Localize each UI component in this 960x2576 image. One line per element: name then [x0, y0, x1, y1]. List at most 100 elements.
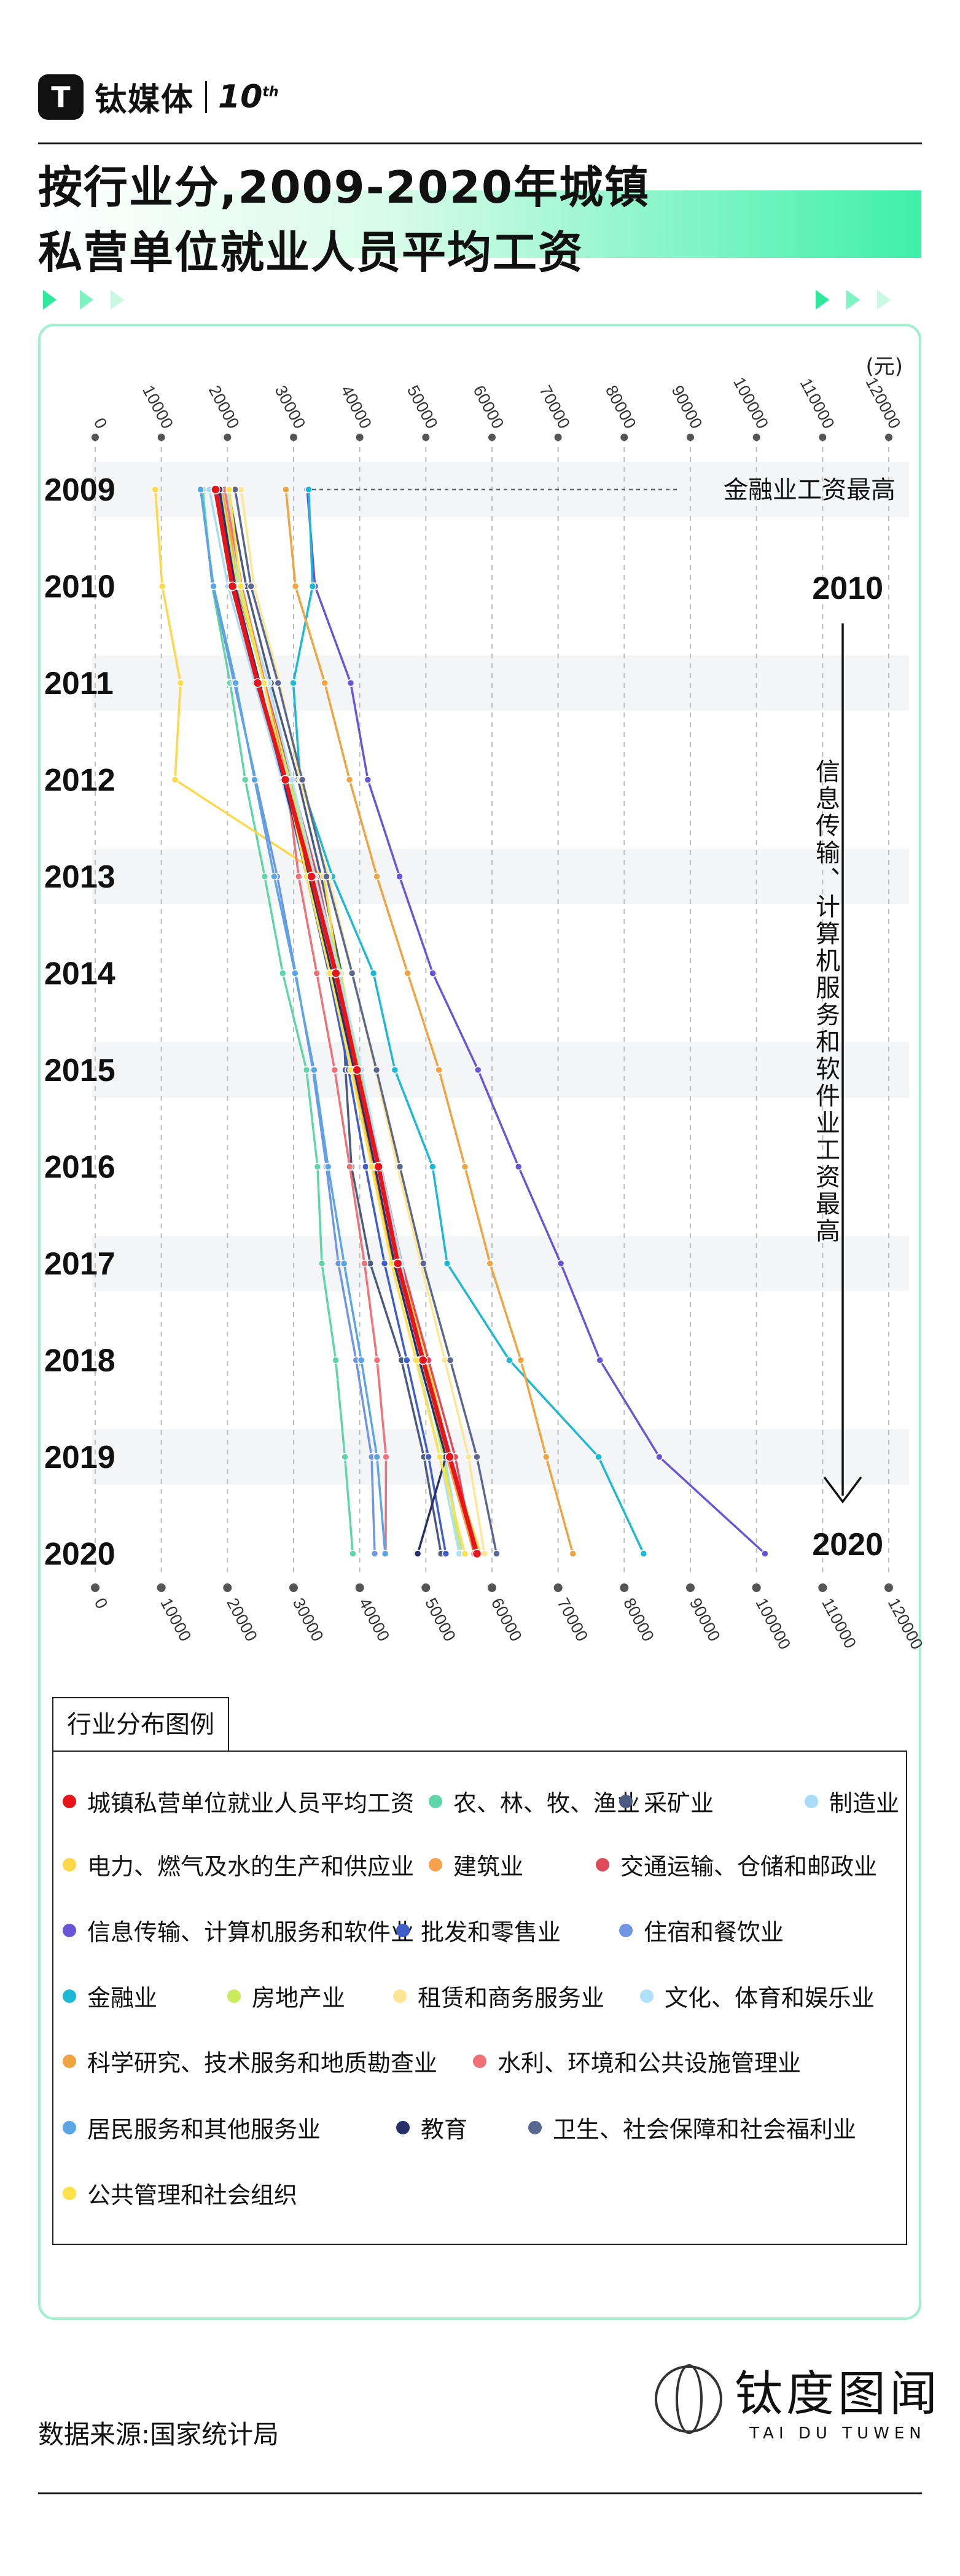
data-point — [404, 969, 412, 977]
series-line — [240, 489, 486, 1554]
year-label: 2009 — [44, 472, 115, 508]
legend-item: 农、林、牧、渔业 — [429, 1784, 640, 1818]
data-point — [445, 1452, 455, 1462]
data-point — [176, 679, 185, 687]
year-band — [92, 1042, 909, 1098]
brand-header: T 钛媒体 10th — [38, 74, 279, 120]
legend-item: 科学研究、技术服务和地质勘查业 — [63, 2044, 437, 2078]
data-point — [331, 968, 341, 978]
data-point — [305, 485, 313, 494]
series-line — [201, 489, 354, 1554]
data-point — [236, 582, 245, 590]
year-label: 2011 — [44, 666, 114, 701]
legend-swatch — [63, 2120, 76, 2134]
axis-tick-bottom — [752, 1583, 761, 1592]
tdw-name: 钛度图闻 — [735, 2367, 942, 2422]
series-line — [226, 489, 461, 1554]
brand-logo-icon: T — [38, 74, 84, 120]
year-label: 2010 — [44, 569, 115, 605]
axis-tick-top — [752, 434, 760, 441]
data-point — [370, 1550, 379, 1558]
tdw-eye-icon — [655, 2364, 722, 2434]
legend-item: 交通运输、仓储和邮政业 — [596, 1848, 877, 1881]
data-point — [542, 1453, 550, 1461]
deco-triangle-icon — [877, 290, 891, 310]
year-band — [92, 655, 909, 711]
x-tick-label-bottom: 0 — [91, 1595, 112, 1612]
legend-swatch — [619, 1794, 633, 1808]
legend-swatch — [429, 1857, 442, 1872]
data-point — [171, 776, 179, 784]
series-line — [227, 489, 442, 1554]
data-point — [373, 1356, 381, 1364]
x-tick-label-bottom: 90000 — [686, 1595, 724, 1644]
tdw-logo: 钛度图闻 TAI DU TUWEN — [655, 2355, 941, 2443]
legend — [52, 1751, 907, 2245]
year-label: 2014 — [44, 956, 115, 992]
legend-item: 水利、环境和公共设施管理业 — [473, 2044, 801, 2078]
x-tick-label-top: 40000 — [337, 382, 375, 431]
data-point — [346, 1163, 354, 1171]
data-point — [280, 775, 291, 785]
legend-item: 住宿和餐饮业 — [619, 1913, 784, 1947]
unit-label: (元) — [865, 354, 903, 379]
legend-label: 文化、体育和娱乐业 — [665, 1985, 875, 2012]
x-tick-label-bottom: 70000 — [553, 1595, 591, 1644]
data-point — [418, 1355, 428, 1365]
legend-item: 金融业 — [63, 1979, 157, 2013]
bottom-rule — [38, 2492, 922, 2494]
deco-triangle-icon — [80, 290, 93, 310]
data-point — [396, 1163, 404, 1171]
axis-tick-top — [157, 434, 165, 441]
axis-tick-bottom — [488, 1583, 496, 1592]
data-point — [596, 1356, 604, 1364]
x-tick-label-top: 30000 — [271, 382, 309, 431]
data-point — [260, 872, 269, 881]
data-point — [252, 678, 263, 688]
year-band — [92, 1526, 909, 1582]
year-label: 2017 — [44, 1246, 115, 1282]
data-point — [435, 1066, 443, 1074]
brand-name: 钛媒体 — [95, 82, 195, 119]
x-tick-label-top: 10000 — [139, 382, 177, 431]
legend-label: 金融业 — [87, 1985, 158, 2012]
x-tick-label-bottom: 10000 — [157, 1595, 195, 1644]
x-tick-label-top: 70000 — [536, 382, 574, 431]
year-band — [92, 849, 909, 904]
data-point — [348, 969, 356, 977]
data-point — [382, 1453, 390, 1461]
data-point — [306, 872, 316, 881]
data-point — [373, 872, 381, 881]
axis-tick-top — [356, 434, 364, 441]
series-line — [217, 489, 447, 1554]
data-point — [270, 872, 278, 881]
data-point — [392, 1259, 403, 1268]
series-line — [284, 489, 574, 1554]
data-point — [480, 1550, 488, 1558]
data-point — [151, 485, 159, 494]
axis-tick-bottom — [553, 1583, 563, 1592]
year-label: 2012 — [44, 763, 115, 798]
data-point — [373, 1453, 381, 1461]
annotation-year-start: 2010 — [812, 571, 883, 606]
data-point — [321, 679, 329, 687]
legend-item: 采矿业 — [619, 1784, 714, 1818]
data-point — [514, 1163, 523, 1171]
legend-label: 制造业 — [829, 1790, 900, 1817]
data-point — [464, 1453, 473, 1461]
x-tick-label-bottom: 30000 — [289, 1595, 327, 1644]
x-tick-label-top: 120000 — [862, 374, 904, 432]
legend-item: 租赁和商务服务业 — [393, 1979, 604, 2013]
legend-label: 电力、燃气及水的生产和供应业 — [87, 1853, 415, 1880]
data-point — [443, 1259, 451, 1268]
data-point — [369, 969, 378, 977]
data-point — [372, 1066, 381, 1074]
series-line — [234, 489, 498, 1554]
legend-swatch — [63, 2054, 76, 2068]
data-point — [419, 1259, 427, 1268]
data-point — [308, 582, 317, 590]
data-point — [247, 582, 255, 590]
legend-item: 批发和零售业 — [396, 1913, 561, 1947]
legend-label: 房地产业 — [252, 1985, 346, 2012]
data-point — [332, 1356, 340, 1364]
